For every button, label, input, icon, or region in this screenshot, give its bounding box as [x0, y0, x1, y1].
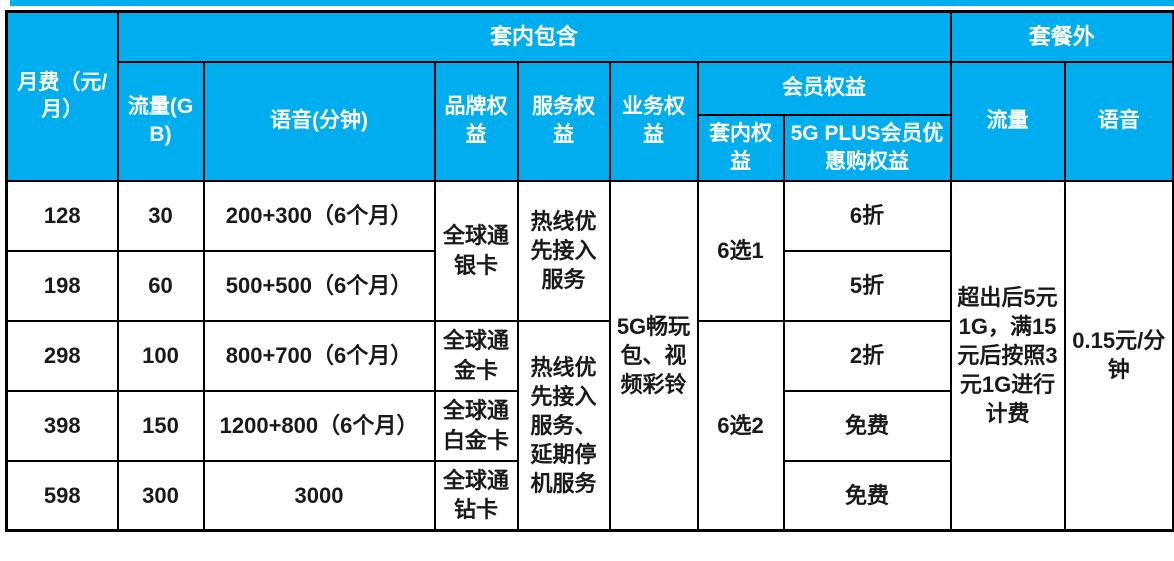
voice-cell: 3000 — [202, 459, 436, 532]
member-select1-cell: 6选1 — [696, 179, 785, 322]
header-row-columns: 流量(GB) 语音(分钟) 品牌权益 服务权益 业务权益 会员权益 流量 语音 — [7, 60, 1174, 182]
header-monthly-fee: 月费（元/月） — [5, 10, 119, 182]
plan-row-398: 398 150 1200+800（6个月） 全球通白金卡 免费 — [5, 389, 1174, 462]
brand-platinum-cell: 全球通白金卡 — [433, 389, 519, 462]
voice-cell: 200+300（6个月） — [202, 179, 436, 252]
header-in-package-group: 套内包含 — [116, 10, 952, 63]
fee-cell: 298 — [5, 319, 119, 392]
data-cell: 150 — [116, 389, 205, 462]
brand-gold-cell: 全球通金卡 — [433, 319, 519, 392]
fee-cell: 398 — [5, 389, 119, 462]
header-in-package-benefit: 套内权益 — [696, 113, 785, 182]
plan-pricing-table: 月费（元/月） 套内包含 套餐外 流量(GB) 语音(分钟) 品牌权益 服务权益… — [5, 10, 1174, 532]
header-row-groups: 月费（元/月） 套内包含 套餐外 — [5, 10, 1174, 182]
data-cell: 300 — [116, 459, 205, 532]
header-out-data: 流量 — [949, 60, 1066, 182]
member-select2-cell: 6选2 — [696, 319, 785, 532]
brand-diamond-cell: 全球通钻卡 — [433, 459, 519, 532]
header-member-benefit: 会员权益 — [696, 60, 952, 116]
header-row-member-sub: 套内权益 5G PLUS会员优惠购权益 — [7, 113, 1174, 182]
voice-cell: 1200+800（6个月） — [202, 389, 436, 462]
business-all-cell: 5G畅玩包、视频彩铃 — [608, 179, 699, 532]
discount-cell: 免费 — [782, 459, 952, 532]
header-voice-min: 语音(分钟) — [202, 60, 436, 182]
voice-cell: 800+700（6个月） — [202, 319, 436, 392]
header-out-package-group: 套餐外 — [949, 10, 1174, 63]
discount-cell: 免费 — [782, 389, 952, 462]
service-top-cell: 热线优先接入服务 — [516, 179, 611, 322]
discount-cell: 2折 — [782, 319, 952, 392]
brand-silver-cell: 全球通银卡 — [433, 179, 519, 322]
top-edge-strip — [10, 0, 1174, 6]
header-data-gb: 流量(GB) — [116, 60, 205, 182]
header-5g-plus-benefit: 5G PLUS会员优惠购权益 — [782, 113, 952, 182]
data-cell: 60 — [116, 249, 205, 322]
fee-cell: 198 — [5, 249, 119, 322]
plan-row-198: 198 60 500+500（6个月） 5折 — [5, 249, 1174, 322]
data-cell: 30 — [116, 179, 205, 252]
header-service-benefit: 服务权益 — [516, 60, 611, 182]
header-out-voice: 语音 — [1063, 60, 1174, 182]
out-data-all-cell: 超出后5元1G，满15元后按照3元1G进行计费 — [949, 179, 1066, 532]
discount-cell: 5折 — [782, 249, 952, 322]
data-cell: 100 — [116, 319, 205, 392]
discount-cell: 6折 — [782, 179, 952, 252]
plan-row-598: 598 300 3000 全球通钻卡 免费 — [5, 459, 1174, 532]
header-business-benefit: 业务权益 — [608, 60, 699, 182]
plan-row-298: 298 100 800+700（6个月） 全球通金卡 热线优先接入服务、延期停机… — [5, 319, 1174, 532]
out-voice-all-cell: 0.15元/分钟 — [1063, 179, 1174, 532]
voice-cell: 500+500（6个月） — [202, 249, 436, 322]
fee-cell: 598 — [5, 459, 119, 532]
header-brand-benefit: 品牌权益 — [433, 60, 519, 182]
plan-row-128: 128 30 200+300（6个月） 全球通银卡 热线优先接入服务 5G畅玩包… — [5, 179, 1174, 532]
service-bottom-cell: 热线优先接入服务、延期停机服务 — [516, 319, 611, 532]
fee-cell: 128 — [5, 179, 119, 252]
